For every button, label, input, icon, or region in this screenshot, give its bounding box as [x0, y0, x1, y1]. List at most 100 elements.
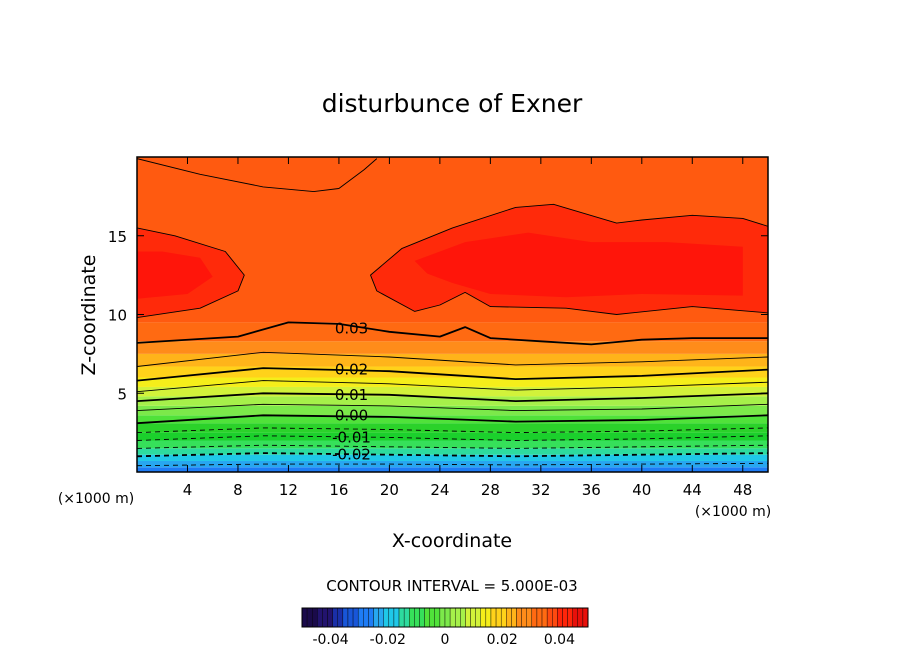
colorbar-cell: [485, 607, 492, 628]
colorbar-tick-label: 0.02: [487, 632, 518, 648]
colorbar-cell: [378, 607, 384, 628]
field-band: [137, 341, 768, 354]
x-tick-label: 44: [683, 481, 702, 499]
contour-line: [137, 414, 768, 425]
contour-line: [137, 227, 245, 319]
colorbar-cell: [511, 607, 517, 628]
x-axis-ticks: 4 8 12 16 20 24 28 32 36 40 44 48: [183, 157, 752, 499]
contour-line: [137, 367, 768, 382]
colorbar-cell: [409, 607, 415, 628]
colorbar-cell: [495, 607, 502, 628]
y-tick-label: 5: [117, 385, 127, 403]
x-tick-label: 40: [632, 481, 651, 499]
y-axis-label: Z-coordinate: [78, 255, 100, 376]
field-band: [137, 448, 768, 455]
contour-label: 0.03: [335, 320, 368, 338]
colorbar-cell: [449, 607, 456, 628]
colorbar-cell: [357, 607, 364, 628]
colorbar-cell: [424, 607, 430, 628]
colorbar-cell: [567, 607, 573, 628]
colorbar-cell: [526, 607, 533, 628]
contour-line: [137, 427, 768, 434]
x-axis-label: X-coordinate: [392, 530, 512, 552]
y-axis-ticks: 5 10 15: [108, 228, 768, 403]
x-tick-label: 12: [279, 481, 298, 499]
colorbar-tick-labels: -0.04 -0.02 0 0.02 0.04: [312, 632, 575, 648]
x-unit-left: (×1000 m): [58, 491, 134, 507]
colorbar-cell: [516, 607, 522, 628]
colorbar-cell: [506, 607, 512, 628]
y-tick-label: 15: [108, 228, 127, 246]
colorbar-cell: [460, 607, 466, 628]
colorbar-tick-label: -0.04: [312, 632, 348, 648]
contour-line: [137, 392, 768, 402]
contour-line: [137, 462, 768, 467]
colorbar-cell: [531, 607, 538, 628]
colorbar-cell: [582, 607, 589, 628]
x-tick-label: 24: [430, 481, 449, 499]
colorbar-frame: [301, 607, 589, 628]
colorbar-cell: [419, 607, 425, 628]
contour-fill: [137, 157, 768, 472]
contour-interval-text: CONTOUR INTERVAL = 5.000E-03: [326, 577, 577, 595]
colorbar-cell: [403, 607, 410, 628]
chart-title: disturbunce of Exner: [322, 89, 583, 118]
colorbar-cell: [434, 607, 441, 628]
colorbar-cell: [332, 607, 338, 628]
colorbar-cell: [521, 607, 527, 628]
colorbar-cell: [541, 607, 548, 628]
colorbar-cell: [572, 607, 578, 628]
field-band: [137, 377, 768, 387]
colorbar-cell: [347, 607, 354, 628]
colorbar-cell: [383, 607, 390, 628]
colorbar-cell: [536, 607, 543, 628]
colorbar-cell: [490, 607, 497, 628]
colorbar-tick-label: -0.02: [370, 632, 406, 648]
colorbar-cell: [388, 607, 395, 628]
field-band: [137, 423, 768, 433]
field-band: [137, 366, 768, 378]
x-tick-label: 16: [329, 481, 348, 499]
contour-line: [137, 380, 768, 393]
colorbar-cell: [465, 607, 471, 628]
colorbar-cell: [352, 607, 359, 628]
colorbar-cell: [312, 607, 318, 628]
colorbar-cell: [577, 607, 584, 628]
colorbar-cell: [500, 607, 507, 628]
colorbar-cell: [455, 607, 461, 628]
colorbar-cell: [414, 607, 420, 628]
field-band: [137, 467, 768, 472]
contour-label: -0.02: [332, 446, 371, 464]
x-tick-label: 48: [733, 481, 752, 499]
colorbar-cell: [306, 607, 313, 628]
field-band: [137, 440, 768, 449]
colorbar-tick-label: 0.04: [544, 632, 575, 648]
field-region: [414, 232, 743, 298]
contour-labels: 0.03 0.02 0.01 0.00 -0.01-0.02: [332, 320, 371, 464]
contour-line: [137, 452, 768, 458]
contour-line: [137, 444, 768, 449]
field-band: [137, 432, 768, 441]
colorbar-cell: [301, 607, 308, 628]
colorbar-cell: [439, 607, 446, 628]
colorbar-cell: [337, 607, 344, 628]
colorbar-cell: [398, 607, 405, 628]
field-band: [137, 396, 768, 406]
contour-line: [137, 403, 768, 412]
colorbar-cell: [444, 607, 451, 628]
x-tick-label: 32: [531, 481, 550, 499]
contour-lines: [137, 158, 768, 467]
colorbar-cell: [322, 607, 328, 628]
colorbar-cell: [475, 607, 481, 628]
y-tick-label: 10: [108, 307, 127, 325]
x-tick-label: 36: [582, 481, 601, 499]
contour-label: 0.01: [335, 386, 368, 404]
colorbar-cell: [373, 607, 379, 628]
colorbar-cell: [562, 607, 568, 628]
colorbar-cell: [393, 607, 400, 628]
field-region: [137, 251, 213, 299]
contour-label: -0.01: [332, 428, 371, 446]
colorbar-cell: [429, 607, 435, 628]
colorbar-cell: [327, 607, 333, 628]
